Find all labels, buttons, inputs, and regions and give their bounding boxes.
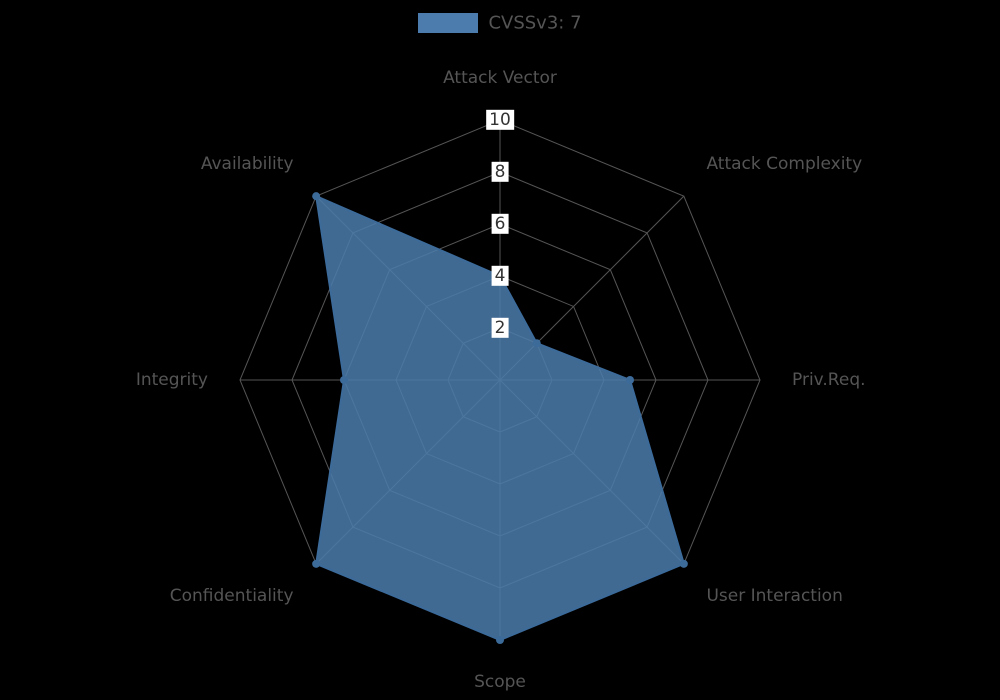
series-marker: [533, 339, 541, 347]
radar-svg: [0, 0, 1000, 700]
axis-label: Integrity: [136, 370, 208, 390]
tick-label: 6: [492, 214, 509, 234]
tick-label: 4: [492, 266, 509, 286]
series-marker: [312, 560, 320, 568]
series-marker: [340, 376, 348, 384]
series-marker: [312, 192, 320, 200]
series-marker: [680, 560, 688, 568]
series-marker: [496, 636, 504, 644]
axis-label: Attack Complexity: [706, 154, 862, 174]
axis-label: Priv.Req.: [792, 370, 866, 390]
axis-label: Confidentiality: [170, 586, 294, 606]
series-marker: [626, 376, 634, 384]
axis-label: Attack Vector: [443, 68, 557, 88]
tick-label: 2: [492, 318, 509, 338]
axis-label: Availability: [201, 154, 294, 174]
tick-label: 8: [492, 162, 509, 182]
radar-chart: CVSSv3: 7 Attack VectorAttack Complexity…: [0, 0, 1000, 700]
axis-label: Scope: [474, 672, 526, 692]
tick-label: 10: [486, 110, 514, 130]
axis-label: User Interaction: [706, 586, 842, 606]
